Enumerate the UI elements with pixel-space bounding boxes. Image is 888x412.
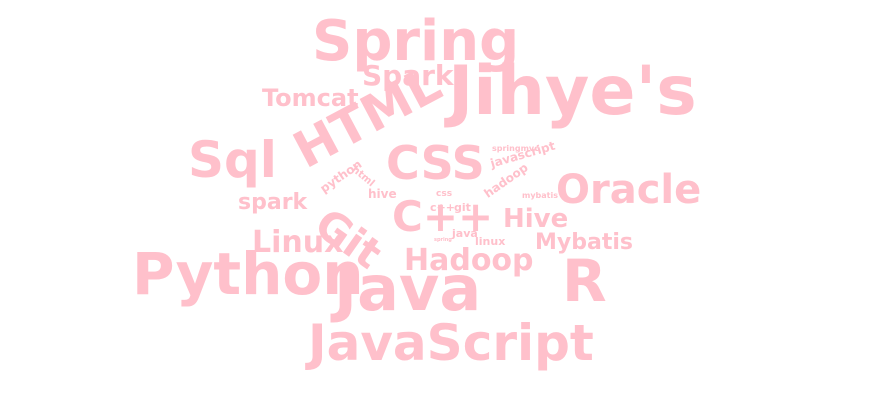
word-java-large: Java [334, 252, 482, 325]
word-javascript-large: JavaScript [308, 314, 594, 372]
word-cpp-large: C++ [392, 192, 494, 241]
word-springmvc: springmvc [492, 144, 539, 153]
word-mybatis-small: mybatis [522, 191, 559, 200]
word-spark-small: spark [238, 190, 308, 215]
word-cpp-small: c++ [430, 201, 455, 214]
word-mybatis-large: Mybatis [535, 230, 633, 255]
word-tomcat: Tomcat [262, 84, 359, 112]
word-jihyes: Jihye's [448, 52, 697, 131]
word-oracle: Oracle [556, 167, 702, 213]
word-r: R [562, 247, 607, 315]
word-hive-small: hive [368, 187, 397, 201]
word-python-large: Python [132, 240, 364, 308]
word-spark-large: Spark [362, 59, 454, 92]
word-git-small: git [454, 201, 471, 214]
word-java-small: java [452, 227, 478, 240]
word-hive-large: Hive [503, 204, 569, 234]
word-css-large: CSS [386, 136, 485, 190]
word-hadoop-large: Hadoop [404, 243, 534, 278]
word-linux-large: Linux [252, 225, 344, 260]
word-linux-small: linux [475, 235, 506, 248]
word-spring-small: spring [434, 237, 452, 243]
word-css-small: css [436, 189, 453, 199]
word-spring-large: Spring [312, 9, 520, 74]
word-sql: Sql [188, 131, 277, 189]
